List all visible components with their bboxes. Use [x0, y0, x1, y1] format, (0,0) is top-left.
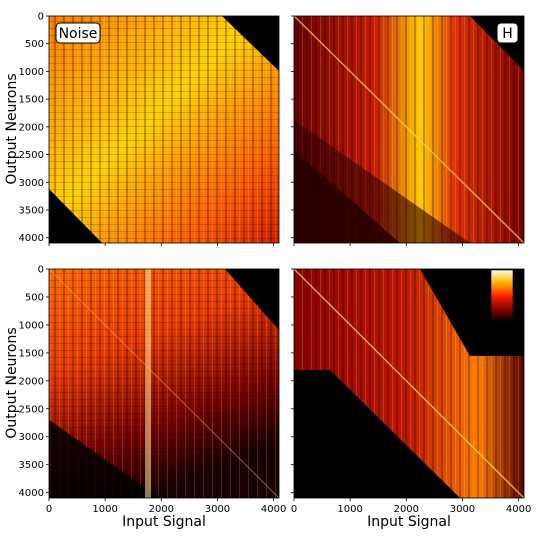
axes-frame [293, 15, 525, 244]
black-corner-bottom-left [49, 189, 102, 243]
ytick-label: 500 [25, 39, 44, 50]
panel-bottom-right [294, 269, 524, 498]
diagonal [294, 269, 524, 498]
yticks-bottom-left: 0 500 1000 1500 2000 2500 3000 3500 4000 [19, 265, 49, 499]
ytick-label: 1500 [19, 95, 44, 106]
panel-noise [49, 16, 279, 243]
xlabel-bottom-left: Input Signal [122, 514, 206, 530]
yticks-top-left: 0 500 1000 1500 2000 2500 3000 3500 4000 [19, 12, 49, 244]
ytick-label: 2000 [19, 122, 44, 133]
diagonal [49, 269, 279, 498]
ytick-label: 3500 [19, 205, 44, 216]
xtick-label: 3000 [450, 504, 475, 515]
axes-frame [48, 268, 280, 499]
ytick-label: 1000 [19, 320, 44, 331]
dark-bottom-left [49, 420, 160, 498]
xtick-label: 1000 [92, 504, 117, 515]
ytick-label: 2500 [19, 150, 44, 161]
panel-h [294, 16, 524, 243]
xlabel-bottom-right: Input Signal [367, 514, 451, 530]
xtick-label: 1000 [337, 504, 362, 515]
ytick-label: 1500 [19, 348, 44, 359]
axes-frame [48, 15, 280, 244]
xticks-bottom-right: 0 1000 2000 3000 4000 [291, 498, 531, 515]
ytick-label: 2500 [19, 404, 44, 415]
diagonal [294, 16, 524, 243]
ytick-label: 500 [25, 292, 44, 303]
xtick-label: 3000 [205, 504, 230, 515]
black-corner-top-right [222, 16, 279, 71]
ytick-label: 2000 [19, 376, 44, 387]
ylabel-top: Output Neurons [4, 73, 20, 184]
xtick-label: 4000 [506, 504, 531, 515]
ytick-label: 0 [38, 12, 44, 23]
axes-frame [293, 268, 525, 499]
ytick-label: 0 [38, 265, 44, 276]
colorbar [490, 269, 514, 323]
inner-tick-marks [48, 15, 520, 494]
panel-label: H [502, 26, 513, 42]
xtick-label: 2000 [149, 504, 174, 515]
heatmap-texture-h [49, 16, 279, 243]
xticks-bottom-left: 0 1000 2000 3000 4000 [46, 498, 286, 515]
panel-bottom-left [49, 269, 279, 498]
bright-column [145, 269, 151, 498]
xtick-label: 0 [46, 504, 52, 515]
dim-lower-triangle [294, 120, 470, 243]
ytick-label: 1000 [19, 67, 44, 78]
xtick-label: 4000 [261, 504, 286, 515]
ylabel-bottom: Output Neurons [4, 327, 20, 438]
ytick-label: 4000 [19, 488, 44, 499]
ytick-label: 3000 [19, 432, 44, 443]
xtick-label: 2000 [394, 504, 419, 515]
ytick-label: 3500 [19, 460, 44, 471]
ytick-label: 4000 [19, 233, 44, 244]
panel-label: Noise [59, 26, 98, 42]
xtick-label: 0 [291, 504, 297, 515]
panel-label-box: H [496, 22, 519, 44]
panel-label-box: Noise [55, 22, 101, 44]
ytick-label: 3000 [19, 178, 44, 189]
black-corner-top-right [225, 269, 279, 330]
